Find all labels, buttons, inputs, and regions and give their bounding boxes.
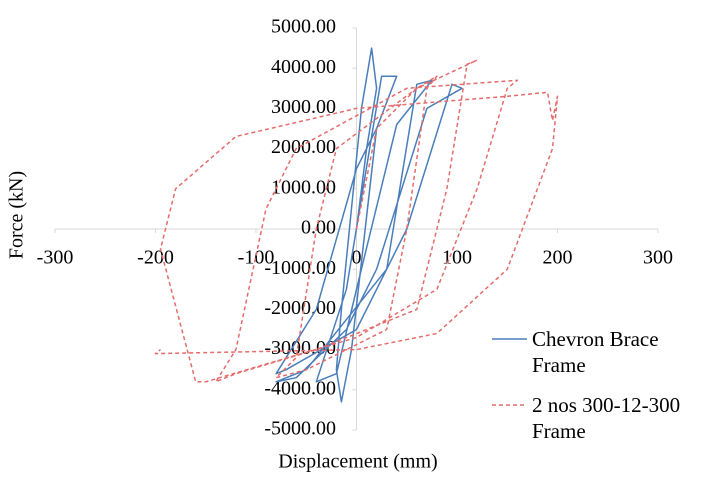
- y-tick-label: 1000.00: [271, 176, 336, 198]
- x-axis-title: Displacement (mm): [278, 451, 437, 473]
- y-tick-label: 3000.00: [271, 96, 336, 118]
- y-tick-label: -2000.00: [264, 297, 336, 319]
- y-tick-label: -1000.00: [264, 257, 336, 279]
- y-axis-title: Force (kN): [6, 171, 28, 259]
- x-tick-label: -200: [137, 247, 174, 269]
- y-tick-label: 0.00: [301, 217, 336, 239]
- y-tick-label: 2000.00: [271, 136, 336, 158]
- y-tick-label: -4000.00: [264, 377, 336, 399]
- legend-label: Chevron Brace Frame: [532, 327, 659, 377]
- y-tick-label: 4000.00: [271, 56, 336, 78]
- y-tick-label: -5000.00: [264, 418, 336, 440]
- x-tick-label: 200: [543, 247, 573, 269]
- legend-label: 2 nos 300-12-300 Frame: [532, 393, 681, 443]
- x-tick-label: 100: [442, 247, 472, 269]
- y-tick-label: -3000.00: [264, 337, 336, 359]
- x-tick-label: 0: [352, 247, 362, 269]
- x-tick-label: -300: [37, 247, 74, 269]
- x-tick-label: -100: [238, 247, 275, 269]
- y-tick-label: 5000.00: [271, 16, 336, 38]
- x-tick-label: 300: [643, 247, 673, 269]
- series-line: [154, 59, 559, 383]
